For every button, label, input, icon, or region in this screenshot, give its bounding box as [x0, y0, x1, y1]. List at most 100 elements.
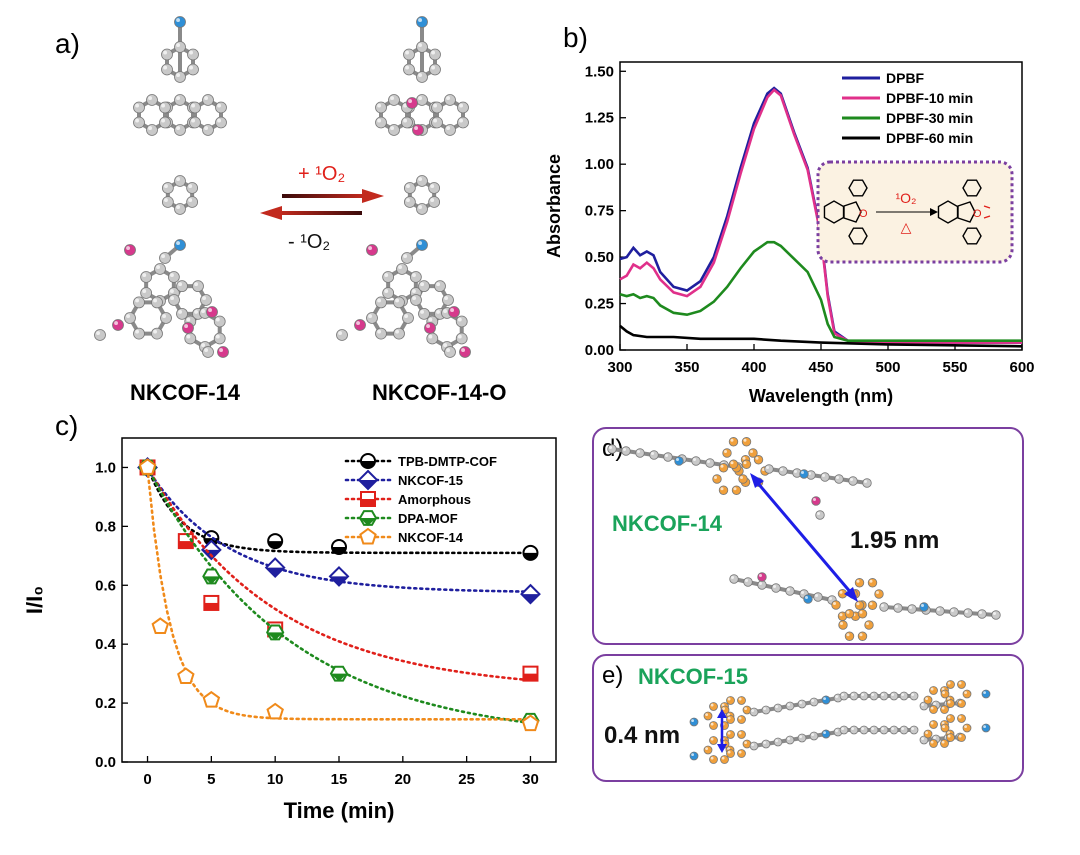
atom	[797, 733, 807, 743]
atom	[874, 589, 884, 599]
atom-highlight	[958, 700, 962, 704]
atom-highlight	[811, 733, 814, 736]
atom	[844, 609, 855, 619]
atom	[410, 294, 422, 306]
atom-highlight	[650, 451, 654, 455]
atom-highlight	[457, 334, 462, 339]
atom	[785, 586, 795, 596]
distance-arrow-head	[844, 587, 858, 602]
data-point-fill	[330, 576, 348, 586]
atom	[174, 71, 186, 83]
atom-highlight	[176, 241, 180, 245]
atom-highlight	[841, 693, 844, 696]
atom-highlight	[208, 308, 212, 313]
atom-highlight	[191, 118, 196, 123]
atom-highlight	[983, 725, 986, 728]
atom	[709, 721, 718, 730]
atom	[946, 714, 955, 723]
atom	[174, 124, 186, 136]
atom	[416, 239, 428, 251]
atom	[839, 725, 849, 735]
atom	[867, 578, 878, 588]
atom-highlight	[721, 756, 725, 760]
atom-highlight	[692, 457, 696, 461]
atom	[444, 346, 456, 358]
atom	[444, 124, 456, 136]
atom	[749, 741, 759, 751]
atom-highlight	[412, 289, 416, 294]
atom	[689, 717, 699, 727]
atom-highlight	[135, 298, 139, 303]
atom-highlight	[930, 721, 934, 725]
data-point-fill	[359, 480, 377, 489]
atom	[919, 602, 929, 612]
atom	[957, 733, 966, 742]
atom-highlight	[881, 727, 884, 730]
atom	[202, 346, 214, 358]
atom	[813, 592, 823, 602]
atom-highlight	[384, 273, 389, 278]
x-tick-label: 450	[808, 359, 833, 376]
atom-highlight	[204, 126, 208, 130]
phenyl-ring	[962, 179, 982, 197]
atom-highlight	[859, 610, 863, 614]
x-tick-label: 5	[207, 771, 215, 788]
atom	[803, 594, 813, 604]
panel-e-distance: 0.4 nm	[604, 722, 681, 749]
atom	[393, 296, 405, 309]
atom	[388, 124, 400, 136]
atom	[809, 731, 819, 741]
atom	[778, 466, 788, 476]
atom-highlight	[664, 453, 668, 457]
distance-arrow-head	[750, 473, 764, 488]
atom-highlight	[930, 706, 934, 710]
atom-highlight	[738, 697, 742, 701]
atom-highlight	[941, 740, 945, 744]
atom-highlight	[744, 578, 748, 582]
atom-highlight	[377, 329, 382, 334]
atom	[161, 182, 174, 194]
peroxide-bond	[983, 215, 991, 219]
atom-highlight	[751, 709, 754, 712]
atom	[151, 296, 163, 309]
atom	[382, 271, 395, 283]
atom-highlight	[964, 725, 967, 728]
atom	[849, 725, 859, 735]
atom	[838, 620, 848, 630]
atom-highlight	[908, 605, 912, 609]
atom	[444, 94, 456, 106]
atom-highlight	[405, 50, 410, 55]
atom	[174, 16, 186, 28]
panel-a-label: a)	[55, 28, 80, 59]
atom-highlight	[765, 465, 769, 469]
atom-highlight	[459, 118, 463, 123]
atom	[354, 319, 366, 331]
atom-highlight	[420, 282, 425, 287]
atom	[151, 327, 163, 340]
atom	[649, 450, 659, 460]
atom-highlight	[775, 705, 778, 708]
atom-highlight	[405, 65, 410, 70]
atom	[811, 496, 821, 506]
atom-highlight	[920, 603, 924, 607]
atom	[635, 448, 645, 458]
atom	[834, 474, 844, 484]
atom	[424, 322, 436, 334]
atom	[869, 691, 879, 701]
atom	[749, 707, 759, 717]
atom	[396, 263, 408, 275]
atom	[809, 697, 819, 707]
atom-highlight	[821, 473, 825, 477]
atom	[889, 725, 899, 735]
atom-highlight	[170, 273, 174, 278]
atom	[133, 101, 145, 114]
atom	[161, 63, 173, 76]
atom	[773, 703, 783, 713]
atom-highlight	[191, 103, 196, 108]
atom-highlight	[428, 334, 433, 339]
distance-arrow-head	[717, 709, 727, 718]
atom	[189, 116, 201, 129]
atom	[401, 116, 413, 129]
atom	[159, 101, 171, 114]
atom	[406, 97, 418, 109]
